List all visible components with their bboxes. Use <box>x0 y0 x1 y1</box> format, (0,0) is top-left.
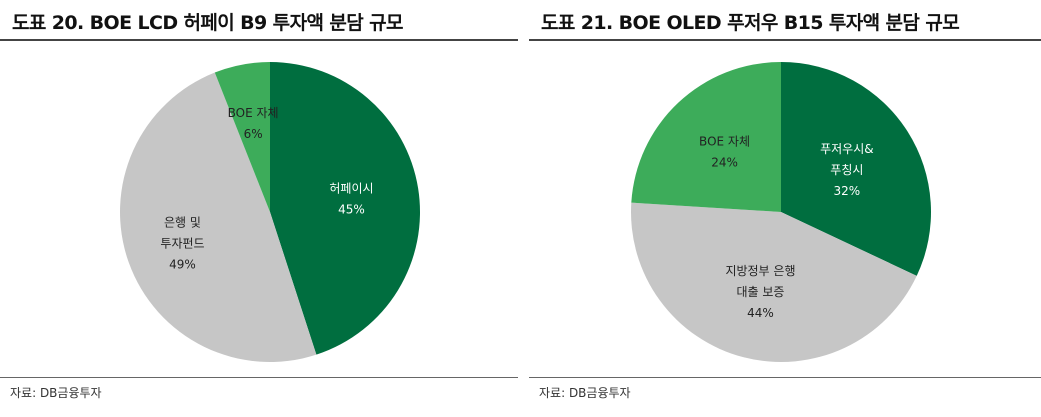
chart-panel-left: 도표 20. BOE LCD 허페이 B9 투자액 분담 규모 허페이시 45% 은… <box>0 0 518 417</box>
title-divider <box>0 39 518 41</box>
slice-category-label: 은행 및 <box>164 215 201 230</box>
slice-category-label: BOE 자체 <box>699 134 750 148</box>
slice-category-label: 지방정부 은행 <box>725 263 795 278</box>
slice-value-label: 45% <box>338 203 365 217</box>
slice-value-label: 6% <box>244 127 263 141</box>
slice-category-label: 푸칭시 <box>830 163 863 177</box>
source-note: 자료: DB금융투자 <box>539 386 631 400</box>
pie-slice-boe-자체 <box>214 62 270 212</box>
slice-value-label: 32% <box>834 184 861 198</box>
pie-slice-boe-자체 <box>631 62 781 212</box>
chart-title: 도표 20. BOE LCD 허페이 B9 투자액 분담 규모 <box>12 12 403 34</box>
title-divider <box>529 39 1041 41</box>
slice-category-label: 푸저우시& <box>820 142 874 156</box>
pie-slice-지방정부-은행-대출-보증 <box>631 202 917 363</box>
slice-category-label: BOE 자체 <box>228 106 279 120</box>
pie-slice-허페이시 <box>270 62 420 355</box>
slice-category-label: 대출 보증 <box>736 285 784 299</box>
slice-category-label: 투자펀드 <box>160 237 204 251</box>
chart-panel-right: 도표 21. BOE OLED 푸저우 B15 투자액 분담 규모 푸저우시& 푸… <box>529 0 1041 417</box>
pie-slice-푸저우시-푸칭시 <box>781 62 931 276</box>
slice-value-label: 24% <box>711 155 738 169</box>
chart-title: 도표 21. BOE OLED 푸저우 B15 투자액 분담 규모 <box>541 12 960 34</box>
slice-value-label: 44% <box>747 306 774 320</box>
slice-category-label: 허페이시 <box>329 182 373 196</box>
footer-divider <box>529 377 1041 378</box>
source-note: 자료: DB금융투자 <box>10 386 102 400</box>
footer-divider <box>0 377 518 378</box>
slice-value-label: 49% <box>169 258 196 272</box>
pie-slice-은행-및-투자펀드 <box>120 72 317 362</box>
